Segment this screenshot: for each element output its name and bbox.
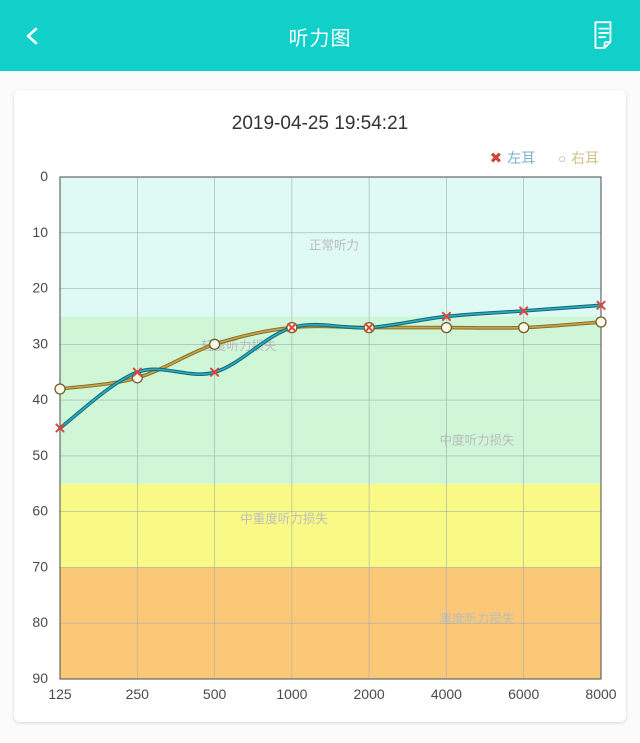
- svg-text:90: 90: [32, 670, 48, 686]
- svg-text:30: 30: [32, 335, 48, 351]
- svg-text:50: 50: [32, 447, 48, 463]
- svg-text:20: 20: [32, 280, 48, 296]
- svg-text:8000: 8000: [585, 686, 616, 702]
- svg-text:60: 60: [32, 503, 48, 519]
- svg-text:重度听力损失: 重度听力损失: [439, 611, 515, 626]
- svg-text:250: 250: [126, 686, 150, 702]
- svg-text:正常听力: 正常听力: [309, 239, 359, 253]
- svg-text:40: 40: [32, 391, 48, 407]
- svg-text:中度听力损失: 中度听力损失: [439, 433, 515, 448]
- svg-text:4000: 4000: [431, 686, 462, 702]
- svg-text:2000: 2000: [354, 686, 385, 702]
- svg-text:0: 0: [40, 168, 48, 184]
- svg-text:中重度听力损失: 中重度听力损失: [240, 511, 328, 526]
- svg-text:6000: 6000: [508, 686, 539, 702]
- svg-text:10: 10: [32, 224, 48, 240]
- svg-text:500: 500: [203, 686, 227, 702]
- svg-text:80: 80: [32, 614, 48, 630]
- svg-text:70: 70: [32, 558, 48, 574]
- svg-text:125: 125: [48, 686, 72, 702]
- svg-text:1000: 1000: [276, 686, 307, 702]
